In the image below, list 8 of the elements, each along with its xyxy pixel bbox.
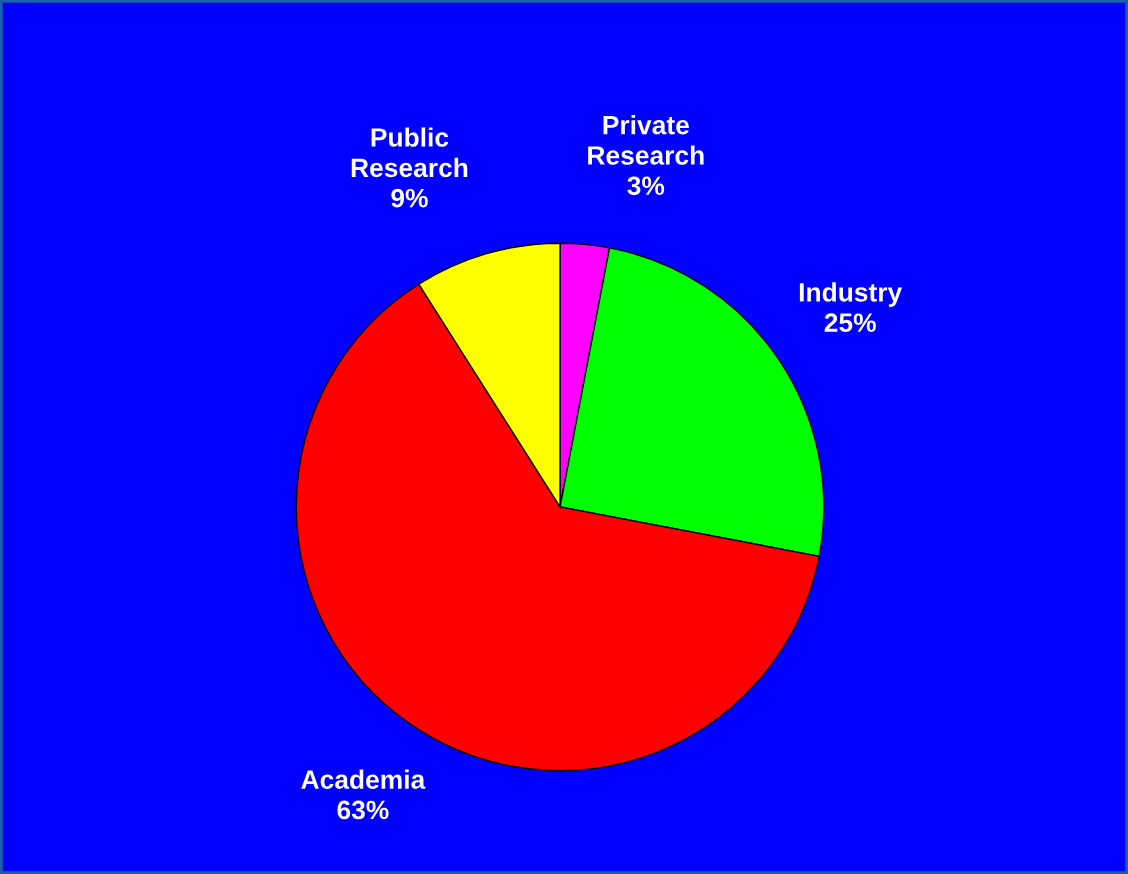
slice-label: Private Research [588,115,704,165]
slice-label: Academia [301,769,426,789]
data-label: 3% [627,176,665,196]
slice-label: Industry [799,282,903,307]
data-label: 63% [337,800,389,820]
data-label: 9% [391,188,428,208]
slice-label: Public Research [351,127,468,178]
data-label: 25% [824,313,876,333]
